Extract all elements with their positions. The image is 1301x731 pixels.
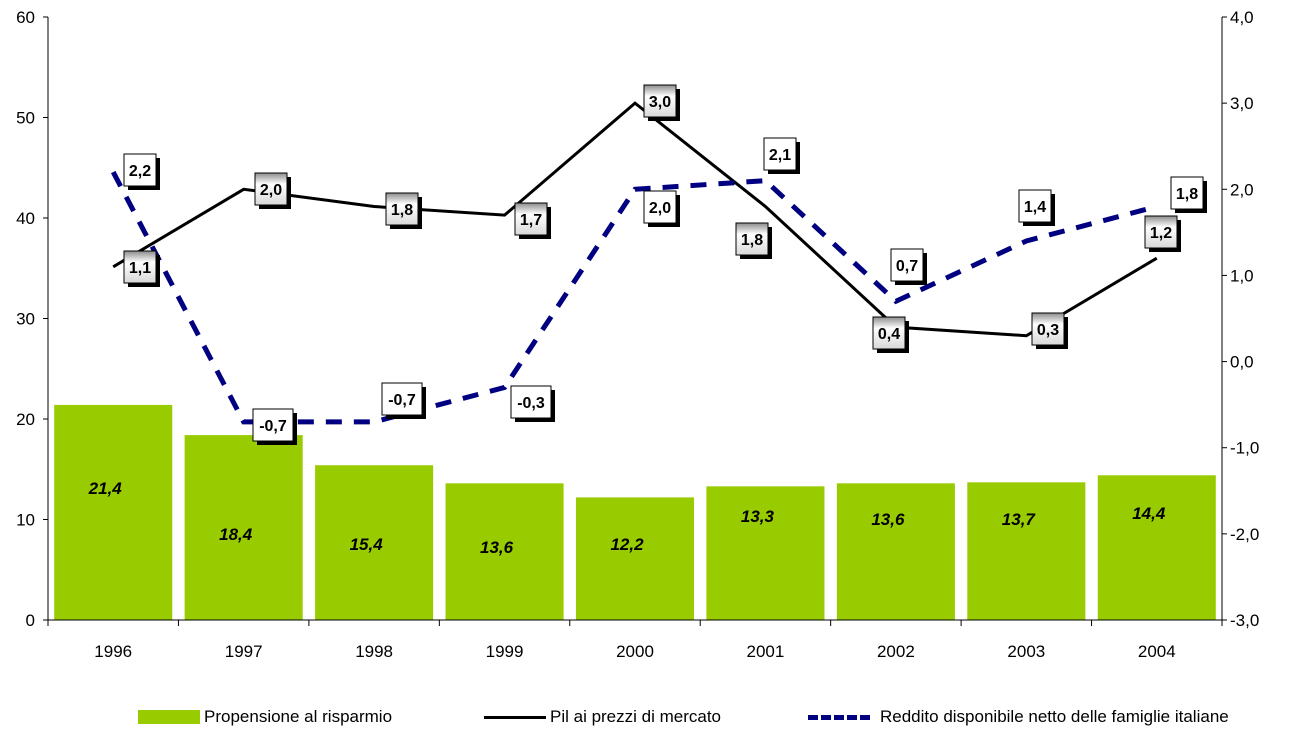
income-data-label-text: 2,0 [649, 200, 671, 217]
gdp-data-label [735, 222, 769, 256]
y-right-tick-label: 4,0 [1230, 8, 1254, 27]
line-income [111, 170, 1158, 425]
bar-1999 [445, 483, 564, 620]
y-left-tick-label: 20 [16, 410, 35, 429]
x-tick-label: 1996 [94, 642, 132, 661]
income-data-label-text: -0,7 [388, 392, 416, 409]
gdp-data-label [643, 84, 677, 118]
bar-label: 18,4 [219, 525, 253, 544]
gdp-data-label [514, 202, 548, 236]
income-data-label [1170, 176, 1204, 210]
legend-swatch-savings [138, 710, 200, 724]
x-tick-label: 2001 [747, 642, 785, 661]
gdp-data-label [1144, 215, 1178, 249]
y-right-tick-label: -1,0 [1230, 439, 1259, 458]
y-left-tick-label: 40 [16, 209, 35, 228]
income-data-label [763, 137, 797, 171]
bar-1997 [184, 435, 303, 620]
bar-2003 [967, 482, 1086, 620]
bar-2004 [1097, 475, 1216, 620]
x-tick-label: 1998 [355, 642, 393, 661]
legend-item-income: Reddito disponibile netto delle famiglie… [808, 706, 1229, 728]
gdp-data-label-text: 0,3 [1037, 322, 1059, 339]
legend-label-income: Reddito disponibile netto delle famiglie… [880, 707, 1229, 726]
income-data-label [252, 408, 294, 442]
gdp-data-label-text: 2,0 [260, 182, 282, 199]
bar-label: 13,6 [871, 510, 905, 529]
bar-1998 [315, 465, 434, 620]
x-tick-label: 1999 [486, 642, 524, 661]
x-tick-label: 2004 [1138, 642, 1176, 661]
x-tick-label: 2000 [616, 642, 654, 661]
y-right-tick-label: 1,0 [1230, 266, 1254, 285]
y-left-tick-label: 10 [16, 511, 35, 530]
legend-swatch-gdp [484, 715, 546, 719]
y-left-tick-label: 30 [16, 310, 35, 329]
line-gdp [112, 101, 1158, 338]
income-data-label-text: 0,7 [896, 258, 918, 275]
x-tick-label: 1997 [225, 642, 263, 661]
y-left-tick-label: 0 [26, 611, 35, 630]
gdp-data-label-text: 1,8 [741, 232, 763, 249]
bar-label: 15,4 [350, 535, 384, 554]
y-right-tick-label: 0,0 [1230, 353, 1254, 372]
x-tick-label: 2002 [877, 642, 915, 661]
income-data-label-text: 2,2 [129, 163, 151, 180]
gdp-data-label [385, 192, 419, 226]
income-data-label-text: -0,7 [259, 418, 287, 435]
gdp-data-label-text: 1,7 [520, 212, 542, 229]
y-right-tick-label: 2,0 [1230, 180, 1254, 199]
bar-label: 13,6 [480, 538, 514, 557]
gdp-data-label [1031, 312, 1065, 346]
income-data-label [1018, 189, 1052, 223]
y-right-tick-label: -2,0 [1230, 525, 1259, 544]
legend-swatch-income [808, 714, 870, 720]
bar-label: 14,4 [1132, 504, 1166, 523]
chart: 0 10 20 30 40 50 60 -3,0 -2,0 -1,0 0,0 1,0 2,0 3,0 4,0… [16, 8, 1259, 661]
y-right-tick-label: 3,0 [1230, 94, 1254, 113]
y-left-tick-label: 50 [16, 109, 35, 128]
y-left-tick-label: 60 [16, 8, 35, 27]
x-tick-label: 2003 [1007, 642, 1045, 661]
gdp-data-label [872, 316, 906, 350]
gdp-data-label-text: 0,4 [878, 326, 900, 343]
gdp-data-label [123, 250, 157, 284]
bar-label: 12,2 [610, 535, 644, 554]
gdp-data-label-text: 1,1 [129, 260, 151, 277]
gdp-data-label-text: 3,0 [649, 94, 671, 111]
bar-label: 13,7 [1002, 510, 1037, 529]
bar-label: 21,4 [88, 479, 123, 498]
income-data-label [643, 190, 677, 224]
income-data-label-text: 1,8 [1176, 186, 1198, 203]
income-data-label-text: 2,1 [769, 147, 791, 164]
bar-2000 [575, 497, 695, 620]
gdp-data-label-text: 1,2 [1150, 225, 1172, 242]
y-right-tick-label: -3,0 [1230, 611, 1259, 630]
bar-label: 13,3 [741, 507, 775, 526]
bar-1996 [54, 404, 173, 620]
income-data-label [890, 248, 924, 282]
bar-2001 [706, 486, 825, 620]
gdp-data-label [254, 172, 288, 206]
income-data-label [510, 385, 552, 419]
income-data-label-text: -0,3 [517, 395, 545, 412]
gdp-data-label-text: 1,8 [391, 202, 413, 219]
legend-item-savings: Propensione al risparmio [138, 706, 392, 728]
income-data-label [123, 153, 157, 187]
legend-label-savings: Propensione al risparmio [204, 707, 393, 726]
legend-label-gdp: Pil ai prezzi di mercato [550, 707, 722, 726]
income-data-label-text: 1,4 [1024, 199, 1046, 216]
income-data-label [381, 382, 423, 416]
bar-2002 [836, 483, 955, 620]
legend-item-gdp: Pil ai prezzi di mercato [484, 706, 721, 728]
